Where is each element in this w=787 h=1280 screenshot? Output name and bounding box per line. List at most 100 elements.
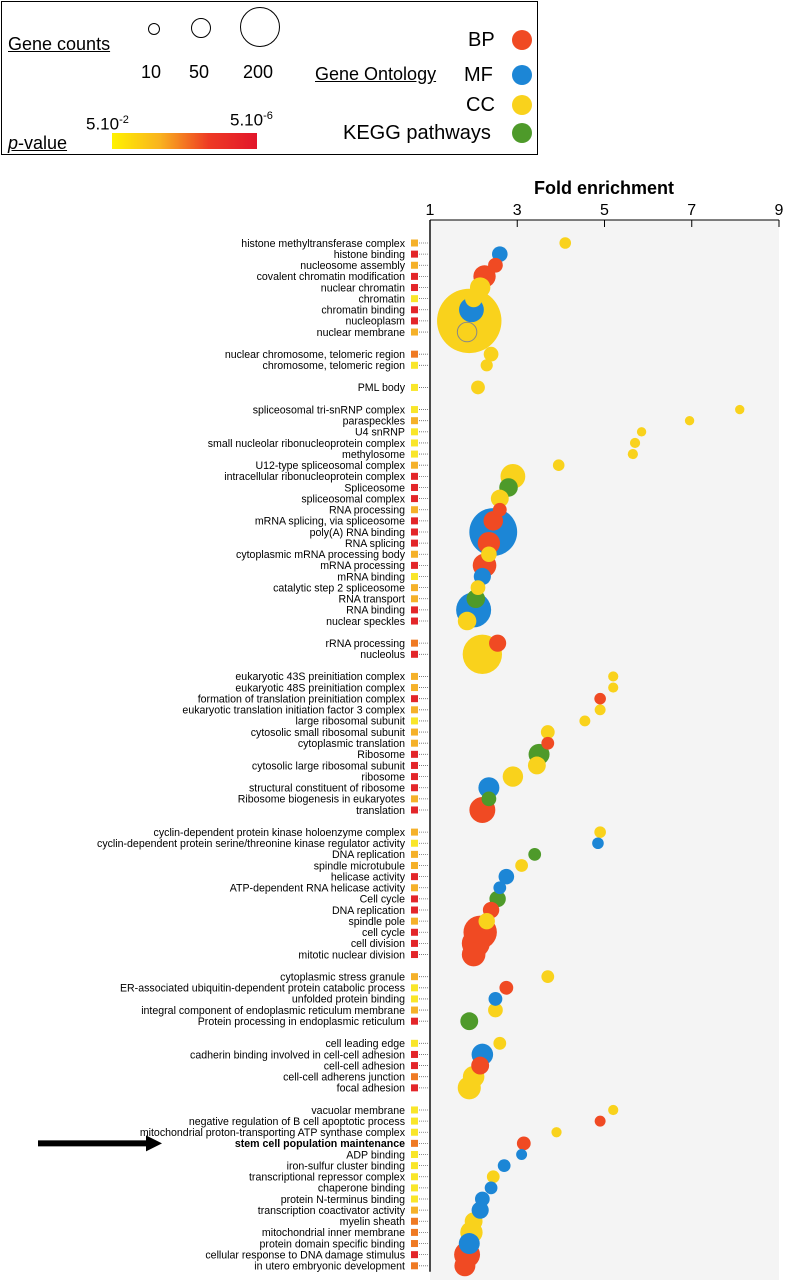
bubble-cc (594, 826, 606, 838)
pvalue-square (411, 1006, 418, 1014)
legend-box: Gene counts 10 50 200 5.10-2 5.10-6 p-va… (1, 1, 538, 155)
pvalue-square (411, 617, 418, 625)
pvalue-square (411, 828, 418, 836)
row-label: translation (356, 805, 405, 817)
pvalue-square (411, 573, 418, 581)
row-label: covalent chromatin modification (257, 271, 405, 283)
row-label: mitotic nuclear division (298, 949, 405, 961)
pvalue-square (411, 939, 418, 947)
bubble-bp (499, 980, 514, 995)
pvalue-square (411, 1217, 418, 1225)
pvalue-square (411, 350, 418, 358)
bubble-kegg (460, 1012, 479, 1031)
bubble-cc (478, 912, 495, 930)
row-label: DNA replication (332, 849, 405, 861)
pvalue-square (411, 1117, 418, 1125)
row-label: chromosome, telomeric region (263, 360, 406, 372)
bubble-cc (488, 1002, 503, 1018)
row-label: nuclear chromatin (321, 282, 405, 294)
pvalue-square (411, 383, 418, 391)
pvalue-square (411, 450, 418, 458)
pvalue-square (411, 850, 418, 858)
row-label: cadherin binding involved in cell-cell a… (190, 1049, 405, 1061)
row-label: U4 snRNP (355, 427, 405, 439)
bubble-cc (470, 580, 486, 596)
row-label: chaperone binding (318, 1183, 405, 1195)
pvalue-square (411, 317, 418, 325)
bubble-bp (461, 942, 486, 967)
row-label: cell-cell adhesion (324, 1060, 405, 1072)
pvalue-square (411, 472, 418, 480)
pvalue-square (411, 684, 418, 692)
highlight-arrow-shaft (38, 1140, 148, 1147)
pvalue-square (411, 328, 418, 336)
pvalue-square (411, 1195, 418, 1203)
row-label: rRNA processing (326, 638, 406, 650)
pvalue-square (411, 1228, 418, 1236)
pvalue-square (411, 650, 418, 658)
x-tick-label-3: 3 (513, 202, 522, 219)
pvalue-square (411, 706, 418, 714)
legend-kegg-label: KEGG pathways (343, 122, 491, 144)
pvalue-square (411, 1039, 418, 1047)
row-label: cell-cell adherens junction (283, 1072, 405, 1084)
pvalue-square (411, 295, 418, 303)
pvalue-square (411, 1084, 418, 1092)
legend-cc-swatch (512, 95, 532, 115)
bubble-kegg (481, 791, 497, 807)
row-label: intracellular ribonucleoprotein complex (224, 471, 405, 483)
pvalue-square (411, 639, 418, 647)
bubble-mf (488, 992, 503, 1006)
bubble-cc (559, 237, 572, 249)
pvalue-square (411, 795, 418, 803)
row-label: U12-type spliceosomal complex (255, 460, 405, 472)
row-label: cell leading edge (325, 1038, 405, 1050)
row-label: eukaryotic translation initiation factor… (182, 705, 405, 717)
bubble-mf (458, 1233, 480, 1255)
bubble-mf (516, 1149, 528, 1160)
bubble-mf (474, 1191, 490, 1207)
pvalue-square (411, 483, 418, 491)
bubble-cc (465, 290, 483, 308)
bubble-mf (592, 837, 604, 850)
pvalue-square (411, 606, 418, 614)
pvalue-square (411, 1050, 418, 1058)
pvalue-high-label: 5.10-6 (230, 110, 273, 130)
gene-counts-label: Gene counts (8, 34, 111, 54)
legend-mf-swatch (512, 65, 532, 85)
pvalue-square (411, 1206, 418, 1214)
pvalue-square (411, 895, 418, 903)
gene-ontology-label: Gene Ontology (315, 64, 437, 84)
bubble-cc (627, 448, 638, 460)
row-label: eukaryotic 48S preinitiation complex (235, 682, 405, 694)
row-label: cytoplasmic stress granule (280, 971, 405, 983)
bubble-bp (454, 1255, 476, 1277)
bubble-cc (551, 1127, 562, 1138)
pvalue-square (411, 784, 418, 792)
legend-kegg-swatch (512, 123, 532, 143)
pvalue-square (411, 906, 418, 914)
pvalue-square (411, 750, 418, 758)
pvalue-square (411, 806, 418, 814)
bubble-cc (527, 756, 546, 775)
pvalue-square (411, 1150, 418, 1158)
row-label: mitochondrial proton-transporting ATP sy… (140, 1127, 406, 1139)
bubble-mf (498, 868, 515, 885)
pvalue-square (411, 261, 418, 269)
row-label: ER-associated ubiquitin-dependent protei… (120, 983, 405, 995)
pvalue-square (411, 1128, 418, 1136)
pvalue-low-label: 5.10-2 (86, 114, 129, 134)
row-label: nuclear membrane (317, 327, 405, 339)
row-label: myelin sheath (340, 1216, 405, 1228)
pvalue-square (411, 506, 418, 514)
pvalue-square (411, 973, 418, 981)
gene-count-value-50: 50 (189, 62, 210, 82)
row-label: unfolded protein binding (292, 994, 405, 1006)
row-label: small nucleolar ribonucleoprotein comple… (208, 438, 406, 450)
row-label: cytosolic large ribosomal subunit (252, 760, 405, 772)
pvalue-square (411, 495, 418, 503)
pvalue-square (411, 1017, 418, 1025)
x-tick-label-7: 7 (687, 202, 696, 219)
bubble-cc (540, 725, 555, 739)
row-label: catalytic step 2 spliceosome (273, 582, 405, 594)
